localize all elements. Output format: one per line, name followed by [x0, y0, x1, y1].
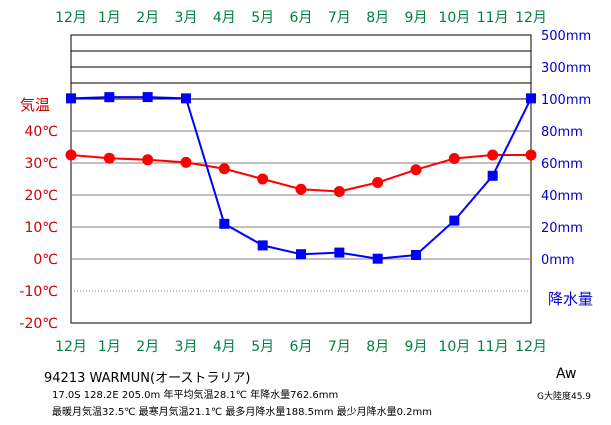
month-label-bottom: 4月: [213, 339, 236, 355]
temperature-point: [372, 177, 384, 189]
continentality-index: G大陸度45.9: [537, 392, 592, 402]
precipitation-line: [70, 96, 532, 260]
month-label-top: 6月: [290, 10, 313, 26]
month-label-top: 12月: [55, 10, 87, 26]
temperature-point: [333, 185, 345, 197]
climate-code: Aw: [556, 366, 577, 382]
month-label-bottom: 2月: [136, 339, 159, 355]
month-label-bottom: 12月: [515, 339, 547, 355]
precipitation-point: [219, 218, 230, 229]
precipitation-tick: 0mm: [541, 253, 575, 268]
month-label-bottom: 1月: [98, 339, 121, 355]
month-label-bottom: 11月: [477, 339, 509, 355]
temperature-axis-label: 気温: [20, 96, 50, 114]
plot-frame: [70, 34, 532, 324]
precipitation-point: [181, 93, 191, 104]
month-label-top: 10月: [438, 10, 470, 26]
month-label-bottom: 8月: [366, 339, 389, 355]
precipitation-tick: 80mm: [541, 125, 583, 140]
month-label-bottom: 3月: [175, 339, 198, 355]
precipitation-series: [66, 92, 536, 264]
precipitation-tick: 60mm: [541, 157, 583, 172]
temperature-point: [487, 149, 499, 161]
precipitation-point: [66, 93, 76, 104]
month-label-bottom: 6月: [290, 339, 313, 355]
month-label-bottom: 5月: [251, 339, 274, 355]
temperature-tick: 20℃: [24, 188, 58, 204]
temperature-tick: 30℃: [24, 156, 58, 172]
temperature-point: [103, 152, 115, 164]
month-label-top: 11月: [477, 10, 509, 26]
precipitation-point: [296, 249, 306, 260]
top-month-labels: 12月 1月 2月 3月 4月 5月 6月 7月 8月 9月 10月 11月 12月: [55, 10, 547, 26]
temperature-point: [65, 149, 77, 161]
month-label-bottom: 12月: [55, 339, 87, 355]
temperature-tick: 10℃: [24, 220, 58, 236]
month-label-top: 1月: [98, 10, 121, 26]
precipitation-point: [142, 92, 153, 103]
month-label-top: 5月: [251, 10, 274, 26]
temperature-point: [218, 163, 230, 175]
precipitation-point: [449, 215, 460, 226]
temperature-point: [180, 156, 192, 168]
temperature-point: [257, 173, 269, 185]
precipitation-tick: 300mm: [541, 61, 591, 76]
temperature-tick: -20℃: [19, 316, 58, 332]
month-label-top: 7月: [328, 10, 351, 26]
month-label-bottom: 10月: [438, 339, 470, 355]
precipitation-point: [526, 93, 536, 104]
month-label-top: 4月: [213, 10, 236, 26]
precipitation-tick: 20mm: [541, 221, 583, 236]
precipitation-axis-label: 降水量: [548, 290, 593, 308]
temperature-tick-labels: 40℃ 30℃ 20℃ 10℃ 0℃ -10℃ -20℃: [19, 124, 58, 332]
temperature-tick: 40℃: [24, 124, 58, 140]
precipitation-tick-labels: 500mm 300mm 100mm 80mm 60mm 40mm 20mm 0mm: [541, 29, 591, 268]
precipitation-tick: 100mm: [541, 93, 591, 108]
station-info-line1: 17.0S 128.2E 205.0m 年平均気温28.1℃ 年降水量762.6…: [52, 390, 339, 401]
temperature-point: [410, 164, 422, 176]
month-label-top: 12月: [515, 10, 547, 26]
precipitation-point: [411, 250, 421, 260]
temperature-point: [142, 154, 154, 166]
month-label-bottom: 7月: [328, 339, 351, 355]
month-label-top: 8月: [366, 10, 389, 26]
station-info-line2: 最暖月気温32.5℃ 最寒月気温21.1℃ 最多月降水量188.5mm 最少月降…: [52, 407, 433, 418]
month-label-top: 9月: [405, 10, 428, 26]
temperature-point: [295, 183, 307, 195]
temperature-point: [448, 153, 460, 165]
month-label-top: 3月: [175, 10, 198, 26]
temperature-series: [65, 149, 537, 197]
precipitation-point: [257, 240, 268, 251]
station-name: 94213 WARMUN(オーストラリア): [44, 371, 251, 386]
temperature-tick: -10℃: [19, 284, 58, 300]
precipitation-point: [334, 247, 345, 258]
temperature-point: [525, 149, 537, 161]
precipitation-point: [372, 253, 383, 264]
temperature-tick: 0℃: [33, 252, 58, 268]
precipitation-point: [104, 92, 115, 103]
month-label-top: 2月: [136, 10, 159, 26]
grid-lines: [70, 34, 532, 324]
precipitation-tick: 40mm: [541, 189, 583, 204]
precipitation-point: [487, 170, 498, 181]
month-label-bottom: 9月: [405, 339, 428, 355]
precipitation-tick: 500mm: [541, 29, 591, 44]
bottom-month-labels: 12月 1月 2月 3月 4月 5月 6月 7月 8月 9月 10月 11月 12月: [55, 339, 547, 355]
